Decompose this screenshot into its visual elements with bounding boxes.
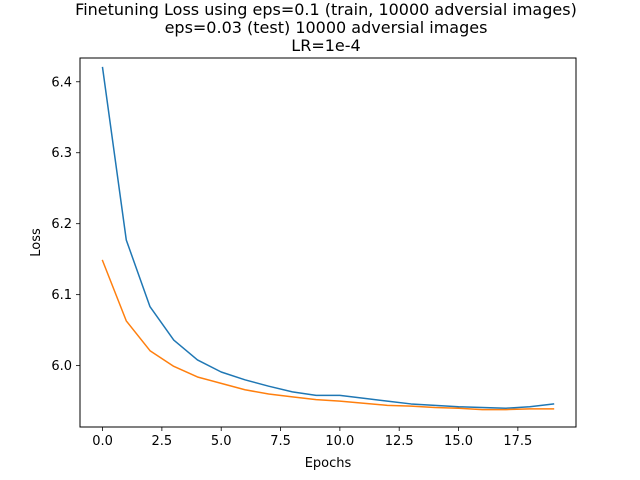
series-1-line [101, 66, 555, 409]
series-2-line [101, 259, 555, 411]
y-tick-label: 6.4 [51, 75, 72, 90]
x-tick-label: 0.0 [92, 434, 113, 449]
chart-title-line-2: eps=0.03 (test) 10000 adversial images [165, 18, 488, 37]
series-group [101, 66, 555, 411]
x-tick-label: 15.0 [444, 434, 473, 449]
plot-area-frame [79, 57, 577, 428]
x-tick-label: 7.5 [270, 434, 291, 449]
x-tick-label: 5.0 [211, 434, 232, 449]
y-axis-label: Loss [29, 228, 44, 257]
x-tick-label: 10.0 [325, 434, 354, 449]
x-tick-label: 2.5 [152, 434, 173, 449]
chart-title-line-1: Finetuning Loss using eps=0.1 (train, 10… [75, 0, 577, 19]
y-axis-ticks: 6.0 6.1 6.2 6.3 6.4 [51, 75, 80, 374]
y-tick-label: 6.2 [51, 217, 72, 232]
y-tick-label: 6.0 [51, 359, 72, 374]
x-axis-label: Epochs [305, 456, 352, 471]
x-axis-ticks: 0.0 2.5 5.0 7.5 10.0 12.5 15.0 17.5 [92, 427, 532, 449]
y-tick-label: 6.3 [51, 146, 72, 161]
x-tick-label: 12.5 [385, 434, 414, 449]
chart-title: Finetuning Loss using eps=0.1 (train, 10… [75, 0, 577, 55]
y-tick-label: 6.1 [51, 288, 72, 303]
chart-title-line-3: LR=1e-4 [291, 36, 360, 55]
x-tick-label: 17.5 [503, 434, 532, 449]
